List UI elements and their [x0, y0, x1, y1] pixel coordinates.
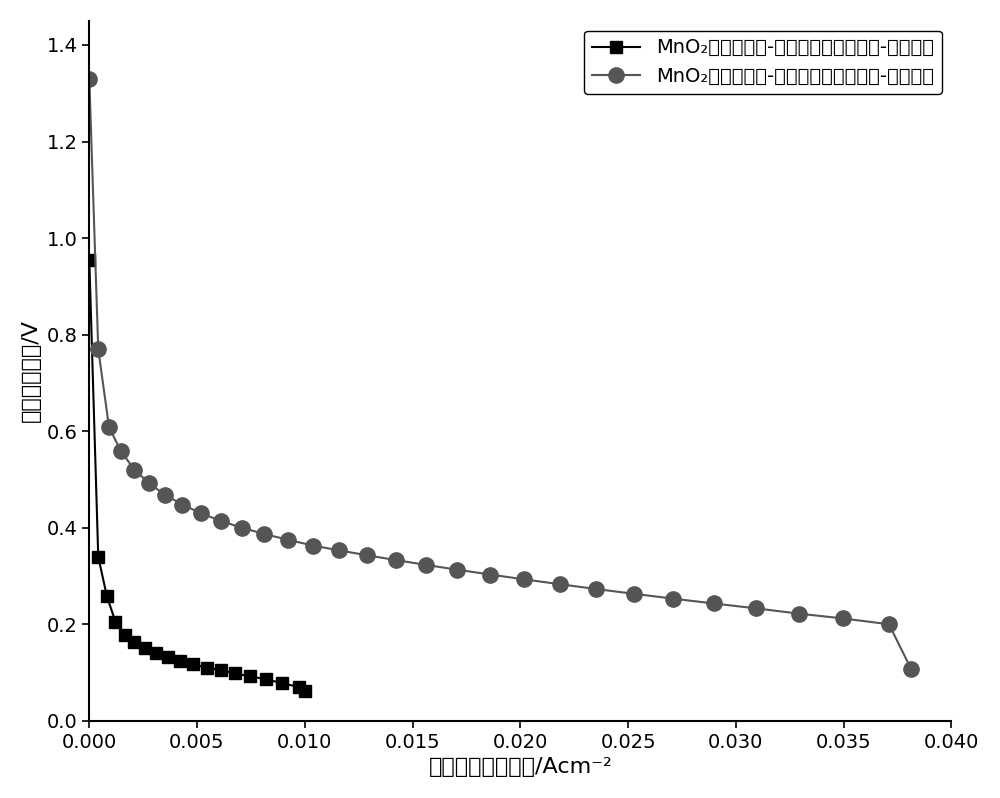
Legend: MnO₂催化剂空气-铁电池单体放电电流-电压曲线, MnO₂催化剂空气-铝电池单体放电电流-电压曲线: MnO₂催化剂空气-铁电池单体放电电流-电压曲线, MnO₂催化剂空气-铝电池单… [584, 30, 942, 94]
Y-axis label: 电池放电电压/V: 电池放电电压/V [21, 319, 41, 422]
X-axis label: 电池放电电流密度/Acm⁻²: 电池放电电流密度/Acm⁻² [428, 757, 612, 777]
